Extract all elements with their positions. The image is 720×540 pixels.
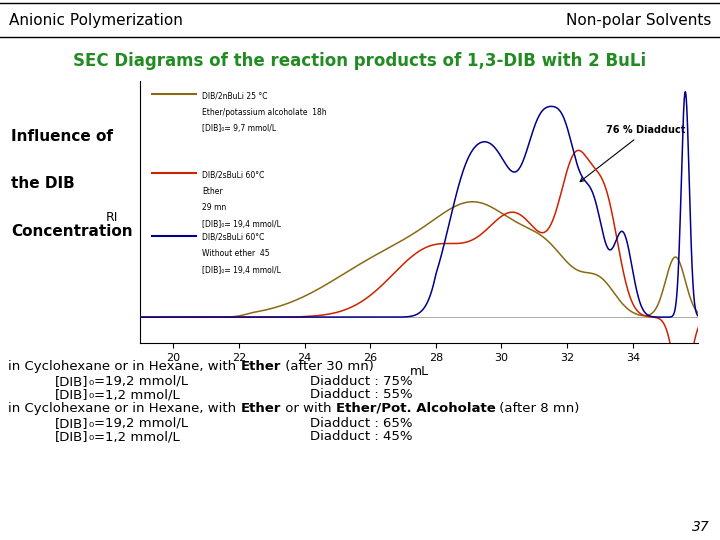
Text: Ether/Pot. Alcoholate: Ether/Pot. Alcoholate bbox=[336, 402, 495, 415]
Text: [DIB]₀= 9,7 mmol/L: [DIB]₀= 9,7 mmol/L bbox=[202, 125, 276, 133]
Text: ₀: ₀ bbox=[89, 430, 94, 443]
Text: [DIB]: [DIB] bbox=[55, 430, 89, 443]
Text: Anionic Polymerization: Anionic Polymerization bbox=[9, 13, 182, 28]
Text: Diadduct : 65%: Diadduct : 65% bbox=[310, 417, 413, 430]
Text: =19,2 mmol/L: =19,2 mmol/L bbox=[94, 375, 188, 388]
Text: (after 8 mn): (after 8 mn) bbox=[495, 402, 580, 415]
Text: 76 % Diadduct: 76 % Diadduct bbox=[580, 125, 686, 181]
Text: SEC Diagrams of the reaction products of 1,3-DIB with 2 BuLi: SEC Diagrams of the reaction products of… bbox=[73, 52, 647, 70]
Text: Diadduct : 75%: Diadduct : 75% bbox=[310, 375, 413, 388]
Text: Non-polar Solvents: Non-polar Solvents bbox=[566, 13, 711, 28]
Text: =1,2 mmol/L: =1,2 mmol/L bbox=[94, 388, 179, 401]
Text: DIB/2sBuLi 60°C: DIB/2sBuLi 60°C bbox=[202, 170, 264, 179]
Text: RI: RI bbox=[106, 211, 118, 224]
Text: the DIB: the DIB bbox=[11, 176, 75, 191]
Text: Influence of: Influence of bbox=[11, 129, 113, 144]
Text: [DIB]: [DIB] bbox=[55, 388, 89, 401]
Text: Ether/potassium alcoholate  18h: Ether/potassium alcoholate 18h bbox=[202, 108, 326, 117]
Text: 29 mn: 29 mn bbox=[202, 203, 226, 212]
Text: ₀: ₀ bbox=[89, 417, 94, 430]
Text: Diadduct : 45%: Diadduct : 45% bbox=[310, 430, 413, 443]
Text: =1,2 mmol/L: =1,2 mmol/L bbox=[94, 430, 179, 443]
Text: ₀: ₀ bbox=[89, 375, 94, 388]
Text: [DIB]₀= 19,4 mmol/L: [DIB]₀= 19,4 mmol/L bbox=[202, 266, 281, 275]
Text: 37: 37 bbox=[692, 520, 710, 534]
Text: Without ether  45: Without ether 45 bbox=[202, 249, 269, 259]
Text: Diadduct : 55%: Diadduct : 55% bbox=[310, 388, 413, 401]
Text: [DIB]₀= 19,4 mmol/L: [DIB]₀= 19,4 mmol/L bbox=[202, 220, 281, 228]
Text: [DIB]: [DIB] bbox=[55, 417, 89, 430]
Text: DIB/2nBuLi 25 °C: DIB/2nBuLi 25 °C bbox=[202, 91, 267, 100]
Text: =19,2 mmol/L: =19,2 mmol/L bbox=[94, 417, 188, 430]
Text: ₀: ₀ bbox=[89, 388, 94, 401]
Text: DIB/2sBuLi 60°C: DIB/2sBuLi 60°C bbox=[202, 233, 264, 242]
Text: (after 30 mn): (after 30 mn) bbox=[281, 360, 374, 373]
Text: Ether: Ether bbox=[202, 186, 222, 195]
Text: Ether: Ether bbox=[240, 360, 281, 373]
Text: or with: or with bbox=[281, 402, 336, 415]
X-axis label: mL: mL bbox=[410, 366, 429, 379]
Text: in Cyclohexane or in Hexane, with: in Cyclohexane or in Hexane, with bbox=[8, 402, 240, 415]
Text: Ether: Ether bbox=[240, 402, 281, 415]
Text: in Cyclohexane or in Hexane, with: in Cyclohexane or in Hexane, with bbox=[8, 360, 240, 373]
Text: Concentration: Concentration bbox=[11, 224, 132, 239]
Text: [DIB]: [DIB] bbox=[55, 375, 89, 388]
